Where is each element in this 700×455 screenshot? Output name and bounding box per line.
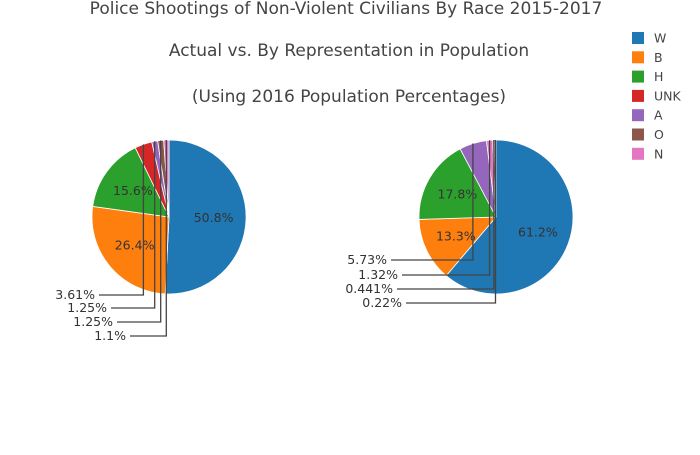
right-pie-leader-a	[391, 143, 474, 261]
legend-item-a[interactable]: A	[632, 108, 663, 123]
right-pie-label-b: 13.3%	[436, 228, 476, 243]
right-pie-leader-n	[402, 140, 491, 276]
left-pie-label-unk: 3.61%	[55, 287, 95, 302]
legend-label-a: A	[654, 108, 663, 123]
left-pie-slice-b[interactable]	[91, 205, 170, 295]
right-pie-label-w: 61.2%	[518, 224, 558, 239]
legend-swatch-h	[632, 70, 644, 83]
legend-item-n[interactable]: N	[632, 146, 663, 161]
right-pie-label-h: 17.8%	[438, 187, 478, 202]
right-pie-slice-w[interactable]	[445, 139, 574, 295]
left-pie-label-h: 15.6%	[113, 183, 153, 198]
legend-swatch-w	[632, 32, 644, 44]
right-pie: 61.2% 13.3% 17.8% 5.73%1.32%0.441%0.22%	[345, 139, 574, 310]
left-pie-label-o: 1.25%	[73, 314, 113, 329]
right-pie-label-unk: 0.22%	[362, 295, 402, 310]
right-pie-label-a: 5.73%	[347, 252, 387, 267]
chart-title-line-2: Actual vs. By Representation in Populati…	[169, 41, 529, 61]
legend-label-o: O	[654, 127, 664, 142]
left-pie-label-n: 1.1%	[94, 328, 126, 343]
left-pie: 50.8%26.4%15.6%3.61%1.25%1.25%1.1%	[55, 139, 247, 343]
left-pie-leader-n	[130, 140, 167, 337]
legend-label-h: H	[654, 69, 663, 84]
left-pie-slice-h[interactable]	[92, 147, 170, 218]
pie-charts: 50.8%26.4%15.6%3.61%1.25%1.25%1.1%61.2%1…	[55, 139, 574, 343]
right-pie-label-o: 0.441%	[345, 281, 393, 296]
legend-swatch-o	[632, 128, 644, 141]
left-pie-labels: 50.8%26.4%15.6%3.61%1.25%1.25%1.1%	[55, 140, 234, 343]
legend[interactable]: WBH UNK AON	[632, 31, 681, 162]
left-pie-label-w: 50.8%	[194, 210, 234, 225]
left-pie-leader-unk	[99, 144, 145, 296]
right-pie-labels: 61.2% 13.3% 17.8% 5.73%1.32%0.441%0.22%	[345, 140, 558, 310]
legend-label-n: N	[654, 146, 663, 161]
right-pie-leader-o	[397, 140, 495, 290]
legend-swatch-n	[632, 147, 644, 160]
right-pie-slice-h[interactable]	[418, 148, 497, 220]
chart-title-line-1: Police Shootings of Non-Violent Civilian…	[90, 0, 603, 19]
legend-swatch-unk	[632, 89, 644, 102]
legend-item-h[interactable]: H	[632, 69, 663, 84]
right-pie-leader-unk	[406, 140, 497, 304]
left-pie-leader-a	[111, 141, 156, 309]
chart-title-line-3: (Using 2016 Population Percentages)	[192, 87, 506, 107]
legend-swatch-a	[632, 109, 644, 122]
left-pie-label-b: 26.4%	[115, 238, 155, 253]
legend-label-b: B	[654, 50, 663, 65]
legend-label-unk: UNK	[654, 88, 681, 103]
left-pie-label-a: 1.25%	[67, 300, 107, 315]
left-pie-leader-o	[117, 140, 162, 323]
left-pie-slice-w[interactable]	[164, 139, 247, 295]
legend-item-w[interactable]: W	[632, 31, 666, 46]
legend-label-w: W	[654, 31, 666, 46]
legend-swatch-b	[632, 51, 644, 64]
legend-item-o[interactable]: O	[632, 127, 664, 142]
legend-item-b[interactable]: B	[632, 50, 663, 65]
chart-title: Police Shootings of Non-Violent Civilian…	[90, 0, 603, 107]
right-pie-label-n: 1.32%	[358, 267, 398, 282]
legend-item-unk[interactable]: UNK	[632, 88, 681, 103]
